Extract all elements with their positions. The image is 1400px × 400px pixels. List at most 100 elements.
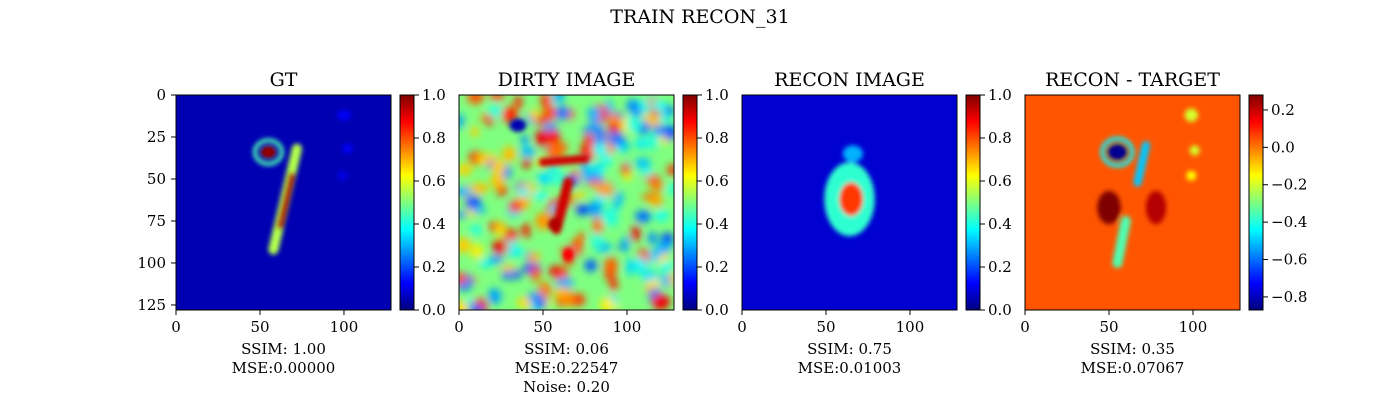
- noise-blob: [620, 141, 630, 153]
- noise-blob: [640, 101, 651, 116]
- noise-blob: [648, 231, 657, 244]
- noise-blob: [550, 169, 566, 186]
- x-tick-label: 50: [250, 318, 269, 336]
- noise-blob: [588, 200, 602, 218]
- x-tick-label: 50: [533, 318, 552, 336]
- colorbar-tick-label: 0.4: [422, 215, 446, 233]
- noise-blob: [476, 153, 493, 166]
- noise-blob: [520, 146, 536, 158]
- noise-blob: [507, 246, 517, 258]
- noise-blob: [596, 184, 614, 197]
- noise-blob: [667, 164, 674, 176]
- noise-blob: [649, 179, 664, 191]
- noise-blob: [588, 180, 602, 189]
- x-tick-label: 100: [1179, 318, 1208, 336]
- colorbar: [682, 94, 698, 311]
- colorbar-tick-label: −0.6: [1271, 251, 1307, 269]
- noise-blob: [609, 276, 618, 293]
- feature-blob: [509, 118, 527, 132]
- noise-blob: [490, 95, 505, 102]
- noise-blob: [626, 114, 642, 134]
- y-tick-label: 100: [137, 254, 166, 272]
- noise-blob: [459, 237, 471, 254]
- noise-blob: [553, 106, 570, 120]
- noise-blob: [581, 158, 589, 178]
- y-tick-label: 75: [147, 212, 166, 230]
- colorbar-tick-label: 0.2: [705, 258, 729, 276]
- x-tick-label: 0: [737, 318, 747, 336]
- noise-blob: [546, 142, 564, 161]
- feature-blob: [1186, 170, 1197, 181]
- colorbar-tick-label: 0.0: [1271, 138, 1295, 156]
- noise-blob: [489, 254, 504, 264]
- panel-title: DIRTY IMAGE: [498, 69, 636, 91]
- noise-blob: [472, 206, 487, 214]
- noise-blob: [459, 186, 472, 197]
- noise-blob: [587, 106, 602, 122]
- noise-blob: [651, 100, 668, 112]
- x-tick-label: 50: [816, 318, 835, 336]
- heatmap-image: [742, 95, 957, 310]
- noise-blob: [575, 204, 590, 216]
- noise-blob: [534, 129, 549, 147]
- noise-blob: [646, 279, 662, 288]
- x-tick-label: 0: [171, 318, 181, 336]
- x-tick-label: 100: [330, 318, 359, 336]
- feature-ring: [1100, 136, 1135, 168]
- noise-blob: [501, 270, 514, 280]
- colorbar-tick-label: 0.4: [705, 215, 729, 233]
- noise-blob: [653, 191, 662, 208]
- noise-blob: [645, 133, 660, 150]
- colorbar-tick-label: 0.2: [988, 258, 1012, 276]
- noise-blob: [600, 214, 619, 227]
- noise-blob: [639, 167, 654, 178]
- colorbar-tick-label: 1.0: [705, 86, 729, 104]
- feature-core: [844, 189, 858, 209]
- noise-blob: [501, 106, 518, 124]
- noise-blob: [549, 265, 562, 278]
- colorbar-tick-label: 0.0: [988, 301, 1012, 319]
- x-tick-label: 0: [1020, 318, 1030, 336]
- feature-blob: [1189, 145, 1200, 156]
- noise-blob: [668, 271, 674, 288]
- noise-blob: [470, 183, 489, 194]
- noise-blob: [535, 212, 553, 230]
- feature-blob: [1184, 108, 1199, 122]
- panel-3: RECON - TARGET 0 50 100 0.2 0.0 −0.2 −0.4 −0.6 −0…: [1020, 69, 1307, 377]
- noise-blob: [596, 166, 605, 177]
- noise-blob: [635, 255, 646, 275]
- feature-core: [1150, 198, 1162, 217]
- noise-blob: [470, 224, 483, 235]
- noise-blob: [502, 146, 517, 162]
- noise-blob: [547, 129, 561, 147]
- noise-blob: [634, 157, 651, 169]
- noise-blob: [468, 304, 484, 310]
- noise-blob: [582, 127, 599, 135]
- noise-blob: [487, 288, 502, 305]
- noise-blob: [496, 221, 504, 238]
- noise-blob: [625, 257, 635, 276]
- noise-blob: [614, 191, 624, 205]
- axes-frame: [1024, 94, 1241, 311]
- noise-blob: [635, 210, 652, 223]
- metric-caption: SSIM: 0.06: [524, 340, 609, 358]
- noise-blob: [648, 95, 655, 100]
- metric-caption: MSE:0.22547: [515, 359, 619, 377]
- feature-stroke: [276, 172, 296, 230]
- noise-blob: [654, 210, 669, 222]
- x-tick-label: 100: [613, 318, 642, 336]
- noise-blob: [508, 200, 523, 213]
- panel-1: DIRTY IMAGE 0 50 100 0.0 0.2 0.4 0.6 0.8 1.0 SSIM:…: [454, 69, 729, 396]
- noise-blob: [521, 222, 531, 238]
- noise-blob: [478, 259, 493, 268]
- y-tick-label: 0: [156, 86, 166, 104]
- colorbar-tick-label: −0.4: [1271, 213, 1307, 231]
- noise-blob: [571, 293, 586, 306]
- noise-blob: [492, 238, 507, 255]
- colorbar: [399, 94, 415, 311]
- noise-blob: [607, 113, 621, 125]
- colorbar: [965, 94, 981, 311]
- metric-caption: SSIM: 0.35: [1090, 340, 1175, 358]
- colorbar-tick-label: 0.6: [705, 172, 729, 190]
- noise-blob: [560, 292, 574, 307]
